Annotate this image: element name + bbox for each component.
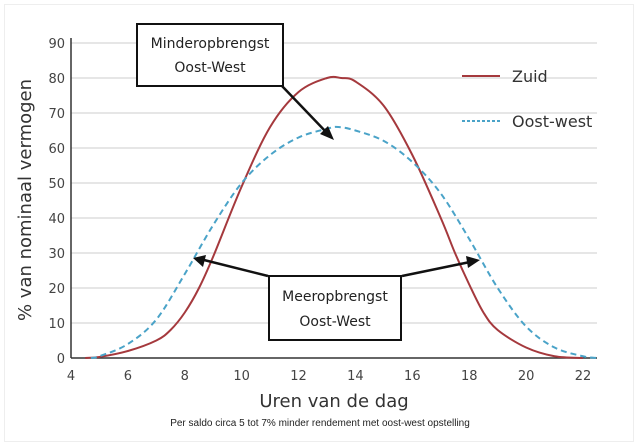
y-axis-label: % van nominaal vermogen (15, 79, 36, 321)
y-tick-label: 60 (48, 142, 65, 157)
annotation-line-2: Oost-West (299, 314, 371, 330)
y-tick-label: 70 (48, 107, 65, 122)
y-tick-label: 0 (57, 352, 65, 367)
y-tick-label: 50 (48, 177, 65, 192)
legend-label-oost-west: Oost-west (512, 112, 592, 131)
y-tick-label: 30 (48, 247, 65, 262)
legend: Zuid Oost-west (462, 67, 592, 131)
y-tick-label: 20 (48, 282, 65, 297)
arrow-head (193, 255, 206, 267)
y-tick-label: 40 (48, 212, 65, 227)
x-tick-label: 20 (518, 369, 535, 384)
annotation-line-1: Minderopbrengst (151, 36, 270, 52)
series-line-oost-west (90, 125, 598, 359)
annotation-line-2: Oost-West (174, 60, 246, 76)
x-tick-label: 6 (124, 369, 132, 384)
x-tick-label: 12 (290, 369, 307, 384)
series-line-zuid (85, 75, 584, 359)
x-tick-label: 10 (233, 369, 250, 384)
annotation-line-1: Meeropbrengst (282, 289, 388, 305)
arrow-head (320, 126, 334, 140)
x-tick-label: 22 (575, 369, 592, 384)
y-tick-label: 80 (48, 72, 65, 87)
x-tick-label: 18 (461, 369, 478, 384)
caption: Per saldo circa 5 tot 7% minder rendemen… (170, 418, 470, 429)
x-tick-label: 14 (347, 369, 364, 384)
figure-frame (4, 4, 634, 442)
x-tick-label: 4 (67, 369, 75, 384)
annotation-meeropbrengst: Meeropbrengst Oost-West (193, 255, 480, 341)
x-tick-label: 8 (181, 369, 189, 384)
x-axis-label: Uren van de dag (259, 391, 408, 412)
x-tick-label: 16 (404, 369, 421, 384)
annotation-minderopbrengst: Minderopbrengst Oost-West (136, 23, 334, 140)
y-tick-label: 10 (48, 317, 65, 332)
y-tick-label: 90 (48, 37, 65, 52)
legend-label-zuid: Zuid (512, 67, 548, 86)
arrow-head (466, 256, 480, 268)
